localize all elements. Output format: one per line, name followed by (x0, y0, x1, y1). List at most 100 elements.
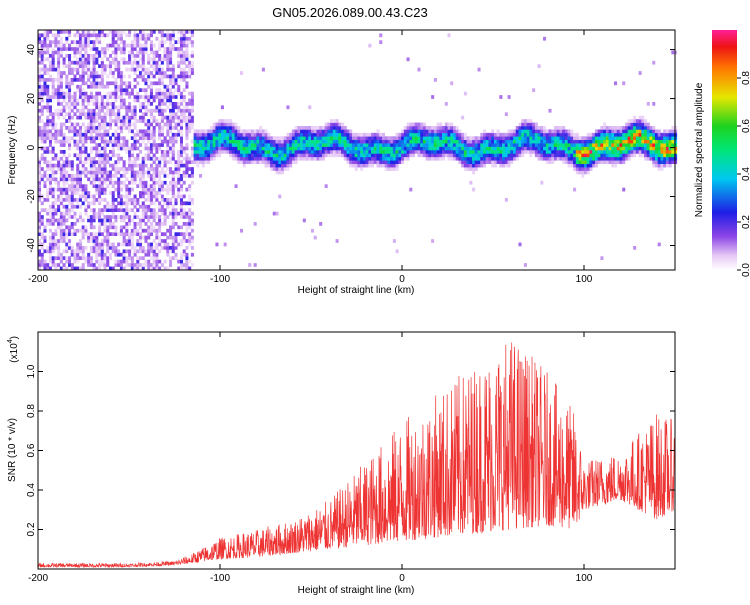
spectrogram-cell (142, 246, 145, 250)
spectrogram-cell (73, 249, 76, 253)
spectrogram-cell (180, 40, 183, 44)
spectrogram-cell (123, 249, 126, 253)
spectrogram-cell (355, 167, 358, 171)
spectrogram-cell (57, 102, 60, 106)
spectrogram-cell (125, 225, 128, 229)
spectrogram-cell (123, 30, 126, 34)
spectrogram-cell (215, 136, 218, 140)
spectrogram-cell (374, 150, 377, 154)
spectrogram-cell (229, 123, 232, 127)
spectrogram-cell (93, 164, 96, 168)
spectrogram-cell (521, 119, 524, 123)
spectrogram-cell (658, 160, 661, 164)
spectrogram-cell (93, 119, 96, 123)
spectrogram-cell (125, 116, 128, 120)
spectrogram-cell (327, 140, 330, 144)
spectrogram-cell (521, 150, 524, 154)
spectrogram-cell (95, 256, 98, 260)
spectrogram-cell (325, 126, 328, 130)
spectrogram-cell (144, 81, 147, 85)
spectrogram-cell (175, 201, 178, 205)
spectrogram-cell (52, 119, 55, 123)
spectrogram-cell (344, 153, 347, 157)
spectrogram-cell (123, 123, 126, 127)
spectrogram-cell (622, 147, 625, 151)
spectrogram-cell (101, 191, 104, 195)
spectrogram-cell (112, 212, 115, 216)
spectrogram-cell (229, 119, 232, 123)
spectrogram-cell (147, 150, 150, 154)
spectrogram-cell (423, 123, 426, 127)
spectrogram-cell (54, 88, 57, 92)
spectrogram-cell (660, 164, 663, 168)
spectrogram-cell (161, 44, 164, 48)
spectrogram-cell (464, 167, 467, 171)
spectrogram-cell (314, 157, 317, 161)
spectrogram-cell (109, 44, 112, 48)
colorbar: 0.00.20.40.60.8 Normalized spectral ampl… (694, 30, 750, 277)
spectrogram-cell (60, 30, 63, 34)
spectrogram-cell (303, 126, 306, 130)
spectrogram-cell (226, 147, 229, 151)
spectrogram-cell (93, 171, 96, 175)
spectrogram-cell (60, 88, 63, 92)
spectrogram-cell (625, 153, 628, 157)
spectrogram-cell (153, 177, 156, 181)
spectrogram-cell (158, 47, 161, 51)
spectrogram-cell (175, 208, 178, 212)
spectrogram-cell (169, 81, 172, 85)
spectrogram-cell (587, 164, 590, 168)
spectrogram-cell (431, 143, 434, 147)
spectrogram-cell (166, 174, 169, 178)
spectrogram-cell (90, 249, 93, 253)
spectrogram-cell (63, 188, 66, 192)
spectrogram-cell (554, 126, 557, 130)
spectrogram-cell (147, 68, 150, 72)
spectrogram-cell (338, 123, 341, 127)
spectrogram-cell (172, 147, 175, 151)
spectrogram-cell (136, 232, 139, 236)
spectrogram-cell (172, 236, 175, 240)
spectrogram-cell (93, 64, 96, 68)
spectrogram-cell (295, 143, 298, 147)
spectrogram-cell (628, 150, 631, 154)
spectrogram-cell (478, 147, 481, 151)
spectrogram-cell (407, 143, 410, 147)
spectrogram-cell (114, 54, 117, 58)
spectrogram-cell (158, 64, 161, 68)
spectrogram-cell (183, 201, 186, 205)
spectrogram-cell (60, 143, 63, 147)
spectrogram-cell (188, 215, 191, 219)
spectrogram-cell (256, 147, 259, 151)
spectrogram-cell (475, 136, 478, 140)
spectrogram-cell (60, 215, 63, 219)
spectrogram-cell (630, 153, 633, 157)
spectrogram-cell (46, 51, 49, 55)
spectrogram-cell (188, 102, 191, 106)
spectrogram-cell (404, 153, 407, 157)
spectrogram-cell (333, 133, 336, 137)
spectrogram-cell (183, 105, 186, 109)
spectrogram-cell (647, 150, 650, 154)
spectrogram-cell (90, 225, 93, 229)
spectrogram-cell (98, 64, 101, 68)
spectrogram-cell (144, 71, 147, 75)
spectrogram-cell (647, 143, 650, 147)
spectrogram-cell (93, 95, 96, 99)
spectrogram-cell (52, 222, 55, 226)
spectrogram-cell (191, 181, 194, 185)
spectrogram-cell (84, 64, 87, 68)
spectrogram-cell (101, 157, 104, 161)
spectrogram-cell (480, 164, 483, 168)
spectrogram-cell (46, 195, 49, 199)
spectrogram-cell (625, 133, 628, 137)
spectrogram-cell (647, 136, 650, 140)
spectrogram-cell (82, 219, 85, 223)
spectrogram-cell (188, 219, 191, 223)
spectrogram-cell (41, 177, 44, 181)
spectrogram-cell (71, 40, 74, 44)
spectrogram-cell (262, 140, 265, 144)
spectrogram-cell (68, 198, 71, 202)
spectrogram-cell (450, 157, 453, 161)
spectrogram-cell (158, 143, 161, 147)
